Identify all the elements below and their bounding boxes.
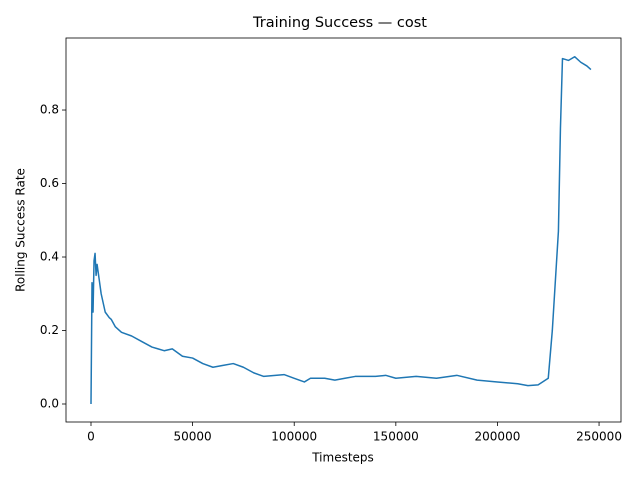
line-series [90,55,592,404]
y-tick-label: 0.0 [40,396,59,410]
y-tick-label: 0.6 [40,176,59,190]
y-tick-label: 0.8 [40,103,59,117]
y-axis-label: Rolling Success Rate [14,168,28,292]
y-tick-label: 0.2 [40,323,59,337]
x-tick-label: 0 [87,430,95,444]
x-tick-label: 50000 [174,430,212,444]
x-axis-label: Timesteps [311,451,374,465]
x-tick-label: 200000 [475,430,521,444]
axes-frame [65,37,622,423]
x-tick-label: 250000 [576,430,622,444]
y-tick-label: 0.4 [40,250,59,264]
x-tick-label: 100000 [271,430,317,444]
chart-title: Training Success — cost [252,15,427,31]
x-tick-label: 150000 [373,430,419,444]
